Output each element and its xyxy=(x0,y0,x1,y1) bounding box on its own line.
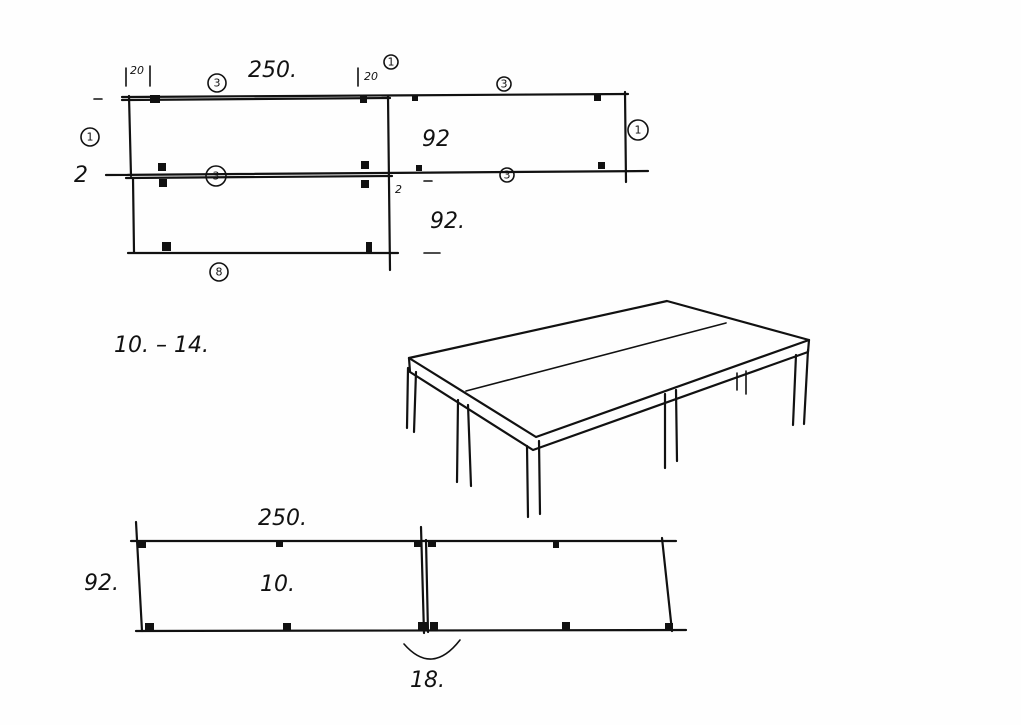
leg-block xyxy=(276,541,283,547)
dim-bottom-width: 92. xyxy=(84,571,119,596)
dim-mid-small: 20 xyxy=(364,70,378,83)
leg-block xyxy=(150,95,160,103)
svg-text:3: 3 xyxy=(213,170,220,183)
range-note: 10. – 14. xyxy=(114,333,209,358)
edge-bottom-left xyxy=(134,520,144,633)
leg-block xyxy=(562,622,570,630)
leg-block xyxy=(412,95,418,101)
leg-middle-left xyxy=(455,398,473,488)
callout-right: 1 xyxy=(627,119,649,141)
dim-width-upper: 92 xyxy=(422,127,450,152)
edge-bottom-right xyxy=(660,536,674,633)
svg-text:3: 3 xyxy=(214,77,221,90)
mark-mid-small: 2 xyxy=(395,183,402,196)
leg-block xyxy=(159,179,167,187)
svg-text:1: 1 xyxy=(87,131,94,144)
callout-mid-right: 3 xyxy=(499,167,515,183)
leg-block xyxy=(594,94,601,101)
dim-bottom-thickness: 10. xyxy=(260,572,295,597)
svg-text:3: 3 xyxy=(504,169,511,182)
callout-a: 3 xyxy=(207,73,227,93)
dim-width-lower: 92. xyxy=(430,209,465,234)
leg-block xyxy=(416,165,422,171)
leg-block xyxy=(138,541,146,548)
leg-block xyxy=(361,161,369,169)
callout-c: 3 xyxy=(496,76,512,92)
leg-back xyxy=(736,370,747,395)
leg-block xyxy=(428,540,436,547)
leg-front-left xyxy=(405,366,418,434)
leg-block xyxy=(361,180,369,188)
edge-bottom-middle xyxy=(419,525,430,635)
leg-block xyxy=(360,95,367,103)
rail-middle xyxy=(104,169,650,177)
leg-block xyxy=(418,622,427,631)
svg-text:1: 1 xyxy=(635,124,642,137)
leg-middle-right xyxy=(663,388,679,470)
dim-bottom-gap: 18. xyxy=(410,668,445,693)
leg-block xyxy=(145,623,154,631)
gap-arc xyxy=(403,639,461,660)
edge-middle xyxy=(386,94,392,272)
leg-front-center xyxy=(525,439,542,519)
leg-block xyxy=(158,163,166,171)
leg-block xyxy=(598,162,605,169)
callout-bottom: 8 xyxy=(209,262,229,282)
callout-mid: 3 xyxy=(205,165,227,187)
table-perspective xyxy=(405,299,811,519)
svg-text:8: 8 xyxy=(216,266,223,279)
mark-left-row: 2 xyxy=(74,163,88,188)
leg-block xyxy=(366,242,372,252)
dim-bottom-length: 250. xyxy=(258,506,307,531)
edge-left-upper xyxy=(127,94,133,178)
leg-block xyxy=(162,242,171,251)
leg-block xyxy=(553,542,559,548)
rail-top xyxy=(120,92,630,99)
callout-b: 1 xyxy=(383,54,399,70)
edge-right xyxy=(623,90,628,184)
dim-top-left-small: 20 xyxy=(130,64,144,77)
dim-top-length: 250. xyxy=(248,58,297,83)
leg-block xyxy=(665,623,673,631)
plan-bottom: 250. 92. 10. 18. xyxy=(84,506,688,693)
svg-text:1: 1 xyxy=(388,56,395,69)
edge-left-lower xyxy=(131,176,136,254)
tabletop-split xyxy=(465,322,727,392)
leg-block xyxy=(414,540,422,547)
svg-text:3: 3 xyxy=(501,78,508,91)
plan-top: 20 250. 20 92 92. 2 2 3 1 3 1 1 3 xyxy=(74,54,650,282)
rail-top-double xyxy=(120,96,392,102)
callout-left: 1 xyxy=(80,127,100,147)
rail-middle-double xyxy=(124,174,394,180)
leg-block xyxy=(283,623,291,631)
tabletop-edge xyxy=(407,338,811,452)
rail-bottom-bottom xyxy=(134,628,688,633)
leg-block xyxy=(430,622,438,631)
leg-front-right xyxy=(791,348,810,427)
